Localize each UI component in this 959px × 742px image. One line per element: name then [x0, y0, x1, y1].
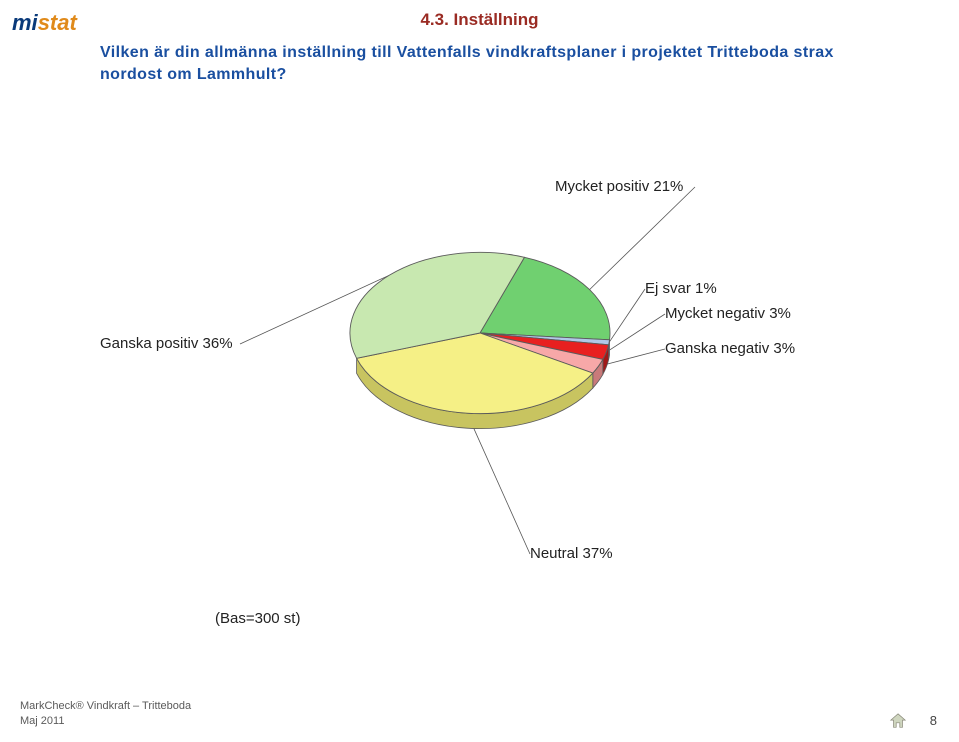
footer-line1: MarkCheck® Vindkraft – Tritteboda	[20, 699, 191, 713]
label-ganska-positiv: Ganska positiv 36%	[100, 335, 233, 352]
label-mycket-negativ: Mycket negativ 3%	[665, 305, 791, 322]
page-number: 8	[930, 713, 937, 728]
pie-chart: Mycket positiv 21% Ej svar 1% Mycket neg…	[0, 170, 959, 590]
base-note: (Bas=300 st)	[215, 610, 300, 627]
pie-svg	[330, 210, 630, 470]
footer-line2: Maj 2011	[20, 714, 191, 728]
home-icon	[889, 712, 907, 730]
label-ej-svar: Ej svar 1%	[645, 280, 717, 297]
label-ganska-negativ: Ganska negativ 3%	[665, 340, 795, 357]
section-title: 4.3. Inställning	[0, 10, 959, 30]
question-text: Vilken är din allmänna inställning till …	[100, 42, 860, 85]
label-mycket-positiv: Mycket positiv 21%	[555, 178, 683, 195]
footer-text: MarkCheck® Vindkraft – Tritteboda Maj 20…	[20, 699, 191, 728]
label-neutral: Neutral 37%	[530, 545, 613, 562]
